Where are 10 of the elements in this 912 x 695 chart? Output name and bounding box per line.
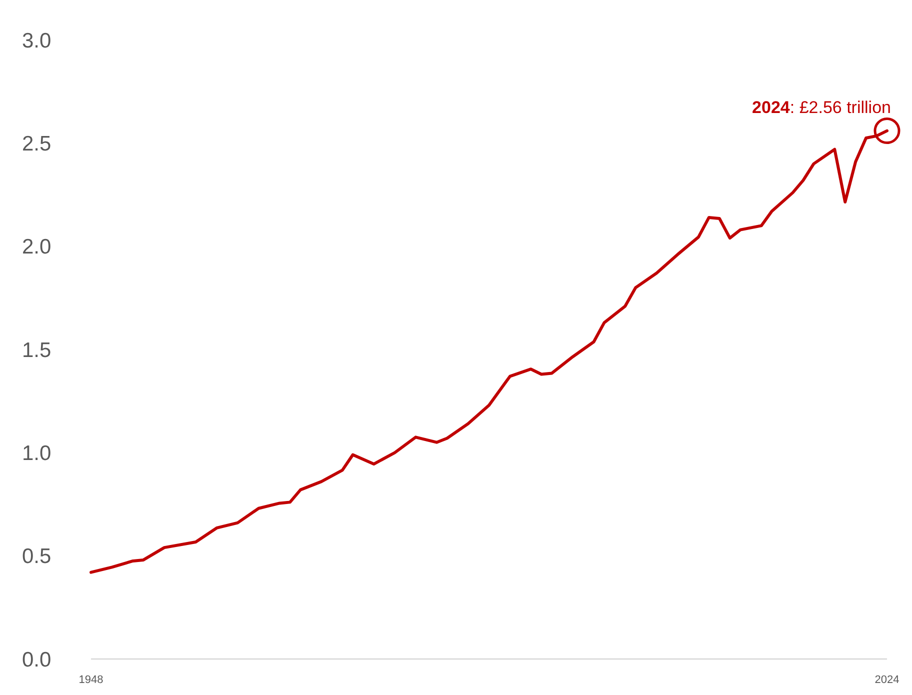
y-tick-label: 3.0 [22,29,52,52]
y-tick-label: 2.5 [22,132,52,156]
y-tick-label: 1.0 [22,442,52,466]
x-tick-label: 2024 [874,674,900,686]
x-tick-label: 1948 [78,674,104,686]
y-tick-label: 0.0 [22,648,52,672]
y-tick-label: 1.5 [22,338,52,362]
y-tick-label: 2.0 [22,236,52,259]
y-tick-label: 0.5 [22,545,52,568]
annotation: 2024: £2.56 trillion [752,98,891,117]
